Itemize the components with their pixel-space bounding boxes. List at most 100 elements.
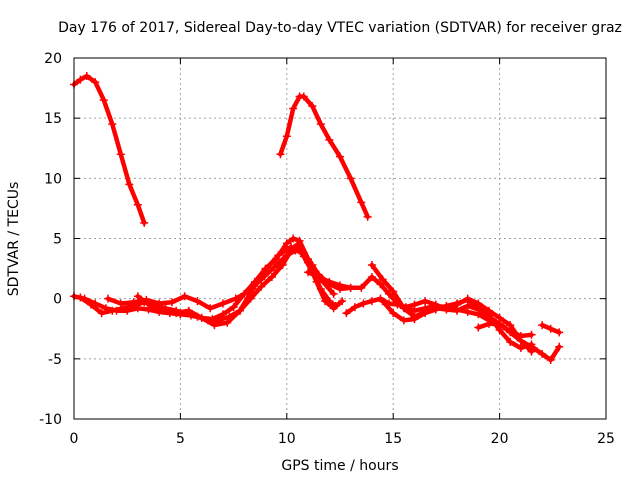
data-point-marker [295,246,304,255]
data-point-marker [357,198,366,207]
data-point-marker [495,319,504,328]
data-point-marker [91,78,100,87]
data-point-marker [555,342,564,351]
data-point-marker [463,295,472,304]
data-point-marker [384,289,393,298]
y-tick-label: 5 [53,232,62,248]
data-point-marker [282,251,291,260]
series-arc-midday-high [276,92,372,221]
data-point-marker [304,268,313,277]
data-point-marker [108,306,117,315]
data-point-marker [118,304,127,313]
data-point-marker [314,273,323,282]
data-point-marker [336,281,344,290]
data-point-marker [399,316,408,325]
data-point-marker [338,297,347,306]
data-point-marker [312,277,321,286]
data-point-marker [321,297,330,306]
data-point-marker [538,350,547,359]
series-arc-h [378,295,536,353]
data-point-marker [367,273,376,282]
y-tick-label: 15 [44,111,62,127]
data-point-marker [389,309,398,318]
data-point-marker [146,301,155,310]
data-point-marker [180,292,189,301]
data-point-marker [218,299,227,308]
data-point-marker [210,321,219,330]
data-point-marker [325,277,334,286]
data-point-marker [159,306,168,315]
data-point-marker [421,309,430,318]
data-point-marker [316,120,325,129]
y-tick-label: 0 [53,292,62,308]
data-point-marker [431,305,440,314]
data-point-marker [357,283,366,292]
data-point-marker [516,344,525,353]
data-point-marker [206,304,215,313]
x-axis-label: GPS time / hours [281,458,398,474]
chart-title: Day 176 of 2017, Sidereal Day-to-day VTE… [58,20,622,36]
data-point-marker [538,321,547,330]
data-point-marker [378,275,387,284]
data-point-marker [104,294,113,303]
series-arc-g [367,260,536,356]
data-point-marker [116,299,125,308]
data-point-marker [270,263,279,272]
series-trace [278,94,370,220]
data-point-marker [376,280,385,289]
data-point-marker [546,356,555,365]
data-point-marker [346,174,355,183]
series-arc-i [474,319,536,340]
series-trace [531,344,562,363]
y-tick-label: -10 [39,412,62,428]
data-point-marker [267,273,276,282]
data-point-marker [108,120,117,129]
data-point-marker [229,303,238,312]
data-point-marker [484,311,493,320]
x-tick-label: 5 [176,431,185,447]
x-tick-label: 10 [278,431,296,447]
y-axis-label: SDTVAR / TECUs [6,182,22,297]
data-point-marker [378,297,387,306]
data-point-marker [197,313,206,322]
data-point-marker [546,324,555,333]
data-point-marker [442,301,451,310]
data-point-marker [474,304,483,313]
series-arc-d [133,242,347,330]
series-arc-j [529,342,564,365]
data-point-marker [99,96,108,105]
data-point-marker [231,294,240,303]
data-point-marker [367,297,376,306]
data-point-marker [167,298,176,307]
series-trace [71,73,147,226]
data-point-marker [529,344,538,353]
data-point-marker [289,104,298,113]
data-point-marker [555,328,564,337]
data-point-marker [276,150,285,159]
data-point-marker [248,285,257,294]
data-point-marker [82,72,91,81]
data-point-marker [235,306,244,315]
data-point-marker [282,132,291,141]
data-point-marker [346,283,355,292]
data-point-marker [474,323,483,332]
data-point-marker [193,297,202,306]
data-point-marker [125,180,134,189]
data-point-marker [484,319,493,328]
x-tick-label: 0 [70,431,79,447]
data-point-marker [325,135,334,144]
data-point-marker [308,102,317,111]
data-point-marker [282,239,291,248]
data-point-marker [527,330,536,339]
data-point-marker [116,150,125,159]
data-point-marker [342,309,351,318]
data-point-marker [289,234,298,243]
data-point-marker [329,289,338,298]
y-tick-label: 20 [44,51,62,67]
data-point-marker [133,200,142,209]
x-tick-label: 20 [491,431,509,447]
axis-ticks: 0 5 10 15 20 25 -10 -5 0 5 10 15 20 [39,51,615,447]
data-point-marker [410,300,419,309]
data-point-marker [87,300,96,309]
